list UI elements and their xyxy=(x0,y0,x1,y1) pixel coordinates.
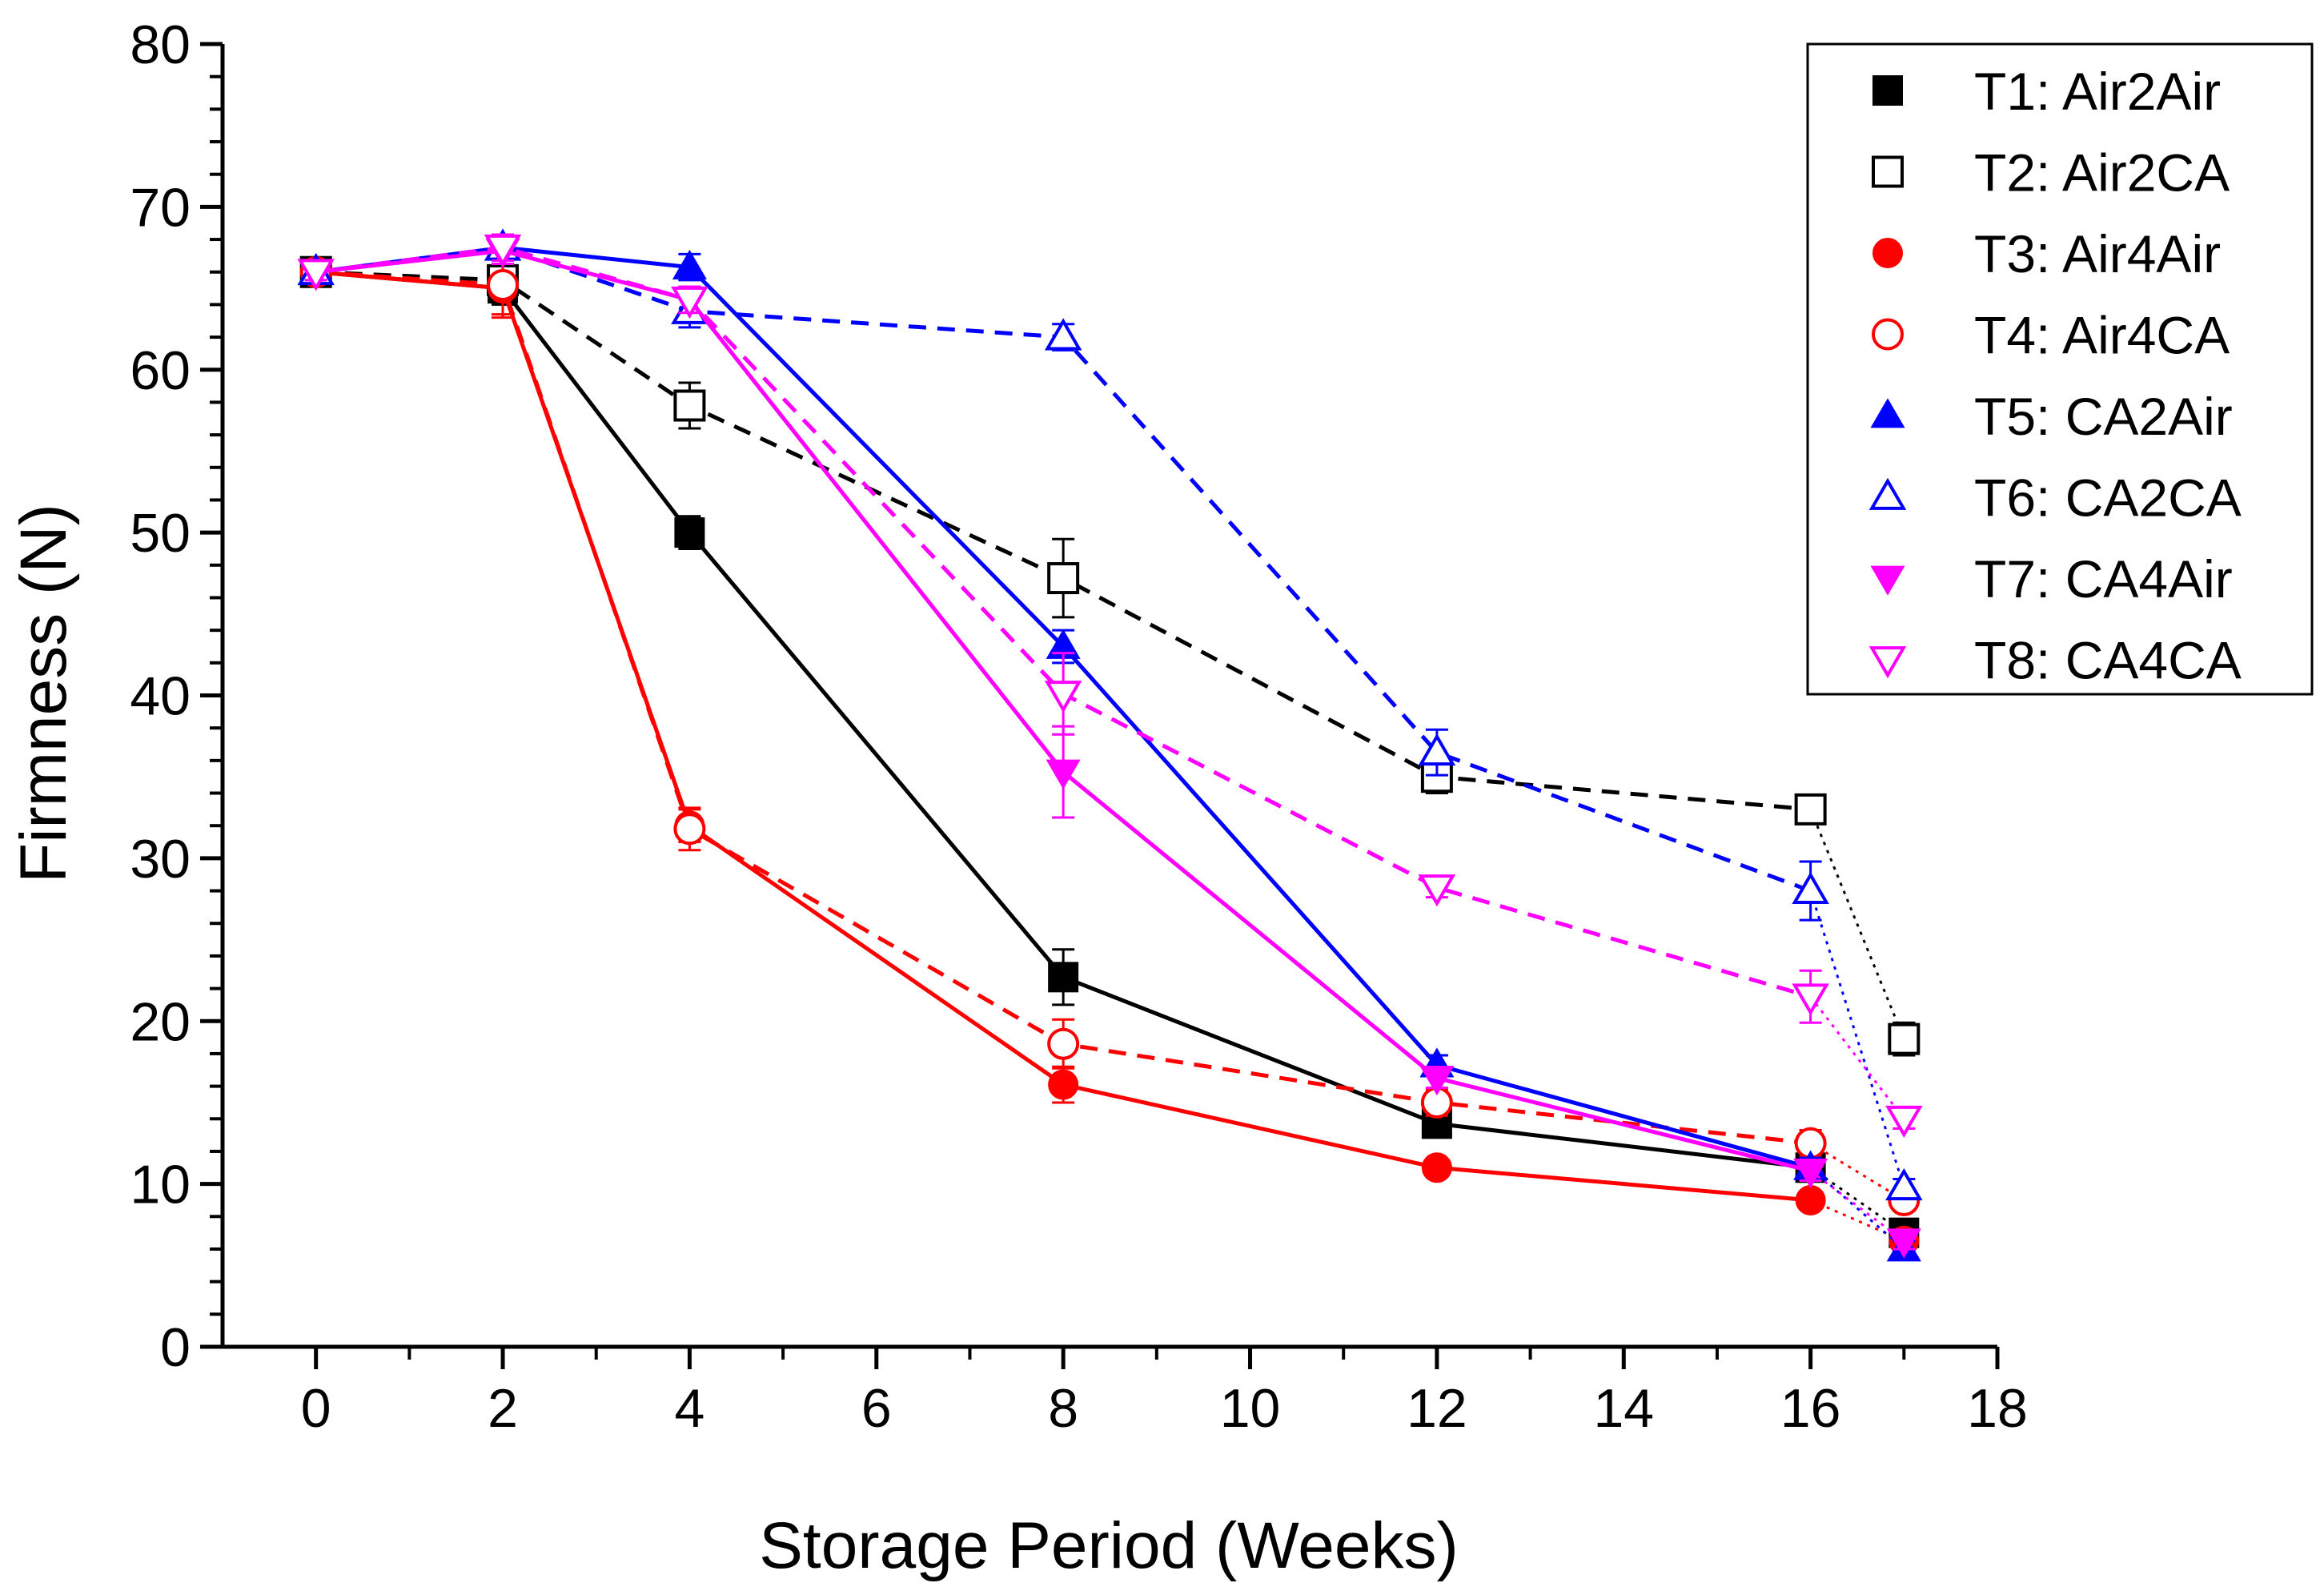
y-tick-label: 40 xyxy=(130,666,191,727)
data-point xyxy=(1047,1027,1080,1060)
legend-marker xyxy=(1872,238,1903,268)
legend-marker xyxy=(1872,155,1904,188)
legend-label: T2: Air2CA xyxy=(1974,143,2230,203)
series-8 xyxy=(297,233,1923,1139)
data-point xyxy=(673,389,706,422)
series-line xyxy=(315,245,1812,999)
data-point xyxy=(1048,1069,1079,1100)
data-point xyxy=(1885,1105,1923,1139)
data-point xyxy=(1886,1228,1921,1259)
y-tick-label: 0 xyxy=(160,1317,191,1378)
y-tick-label: 50 xyxy=(130,503,191,564)
x-tick-label: 18 xyxy=(1967,1378,2028,1439)
series-line-dotted xyxy=(1809,995,1905,1120)
series-line xyxy=(315,248,1812,1173)
y-tick-label: 20 xyxy=(130,991,191,1052)
series-6 xyxy=(297,228,1923,1201)
data-point xyxy=(1793,1158,1828,1189)
y-tick-label: 10 xyxy=(130,1155,191,1215)
data-point xyxy=(1420,761,1453,793)
series-group xyxy=(297,228,1923,1262)
legend-label: T8: CA4CA xyxy=(1974,631,2242,690)
data-point xyxy=(1048,962,1079,993)
data-point xyxy=(1047,562,1080,595)
series-3 xyxy=(300,256,1920,1256)
x-axis-title: Storage Period (Weeks) xyxy=(759,1509,1459,1582)
legend-item-3: T3: Air4Air xyxy=(1872,224,2221,283)
y-tick-label: 70 xyxy=(130,177,191,238)
data-point xyxy=(1044,681,1082,713)
legend-item-6: T6: CA2CA xyxy=(1868,468,2242,528)
legend-marker xyxy=(1868,646,1907,679)
legend-label: T1: Air2Air xyxy=(1974,62,2221,121)
legend-label: T3: Air4Air xyxy=(1974,224,2221,283)
legend-label: T4: Air4CA xyxy=(1974,306,2230,365)
y-axis-title: Firmness (N) xyxy=(7,504,80,883)
legend-item-5: T5: CA2Air xyxy=(1870,387,2233,446)
data-point xyxy=(1792,983,1829,1016)
data-point xyxy=(1418,874,1456,907)
data-point xyxy=(297,259,335,291)
legend-marker xyxy=(1870,398,1905,428)
series-7 xyxy=(299,236,1921,1259)
legend-item-4: T4: Air4CA xyxy=(1872,306,2230,365)
x-tick-label: 14 xyxy=(1593,1378,1654,1439)
x-tick-label: 6 xyxy=(861,1378,892,1439)
data-point xyxy=(1046,759,1081,789)
data-point xyxy=(484,234,522,267)
data-point xyxy=(1885,1167,1923,1201)
legend-item-8: T8: CA4CA xyxy=(1868,631,2242,690)
x-tick-label: 4 xyxy=(675,1378,705,1439)
y-tick-label: 60 xyxy=(130,340,191,401)
series-5 xyxy=(299,230,1921,1262)
y-tick-label: 30 xyxy=(130,829,191,890)
legend-item-1: T1: Air2Air xyxy=(1872,62,2221,121)
data-point xyxy=(487,268,520,301)
legend-label: T5: CA2Air xyxy=(1974,387,2233,446)
data-point xyxy=(1792,871,1829,904)
legend-item-2: T2: Air2CA xyxy=(1872,143,2230,203)
series-line-dotted xyxy=(1809,1142,1905,1202)
x-tick-label: 0 xyxy=(301,1378,331,1439)
series-line-dotted xyxy=(1809,809,1905,1040)
legend-label: T6: CA2CA xyxy=(1974,468,2242,528)
data-point xyxy=(1795,1184,1826,1215)
data-point xyxy=(673,813,706,846)
legend-label: T7: CA4Air xyxy=(1974,549,2233,609)
data-point xyxy=(674,517,705,548)
data-point xyxy=(1419,1066,1455,1096)
legend: T1: Air2Air T2: Air2CA T3: Air4Air T4: Air4… xyxy=(1806,42,2314,696)
x-tick-label: 16 xyxy=(1780,1378,1841,1439)
data-point xyxy=(1888,1022,1921,1055)
series-line xyxy=(315,270,1811,1203)
data-point xyxy=(1044,318,1082,351)
data-point xyxy=(671,286,708,319)
data-point xyxy=(1794,793,1827,826)
y-tick-label: 80 xyxy=(130,14,191,75)
data-point xyxy=(672,249,707,280)
legend-marker xyxy=(1870,565,1905,596)
x-tick-label: 10 xyxy=(1220,1378,1281,1439)
x-tick-label: 12 xyxy=(1407,1378,1467,1439)
legend-item-7: T7: CA4Air xyxy=(1870,549,2233,609)
series-line xyxy=(315,270,1811,1146)
legend-marker xyxy=(1872,318,1904,351)
series-2 xyxy=(299,255,1921,1057)
legend-marker xyxy=(1872,75,1903,106)
legend-marker xyxy=(1868,477,1907,510)
data-point xyxy=(1421,1152,1452,1183)
data-point xyxy=(1418,733,1456,766)
x-tick-label: 2 xyxy=(488,1378,518,1439)
x-tick-label: 8 xyxy=(1048,1378,1078,1439)
series-line xyxy=(315,270,1811,812)
axes: 0 10 20 30 40 50 60 70 80 0 2 4 6 8 10 12 14 16 18 xyxy=(130,14,2027,1439)
series-4 xyxy=(299,254,1921,1216)
